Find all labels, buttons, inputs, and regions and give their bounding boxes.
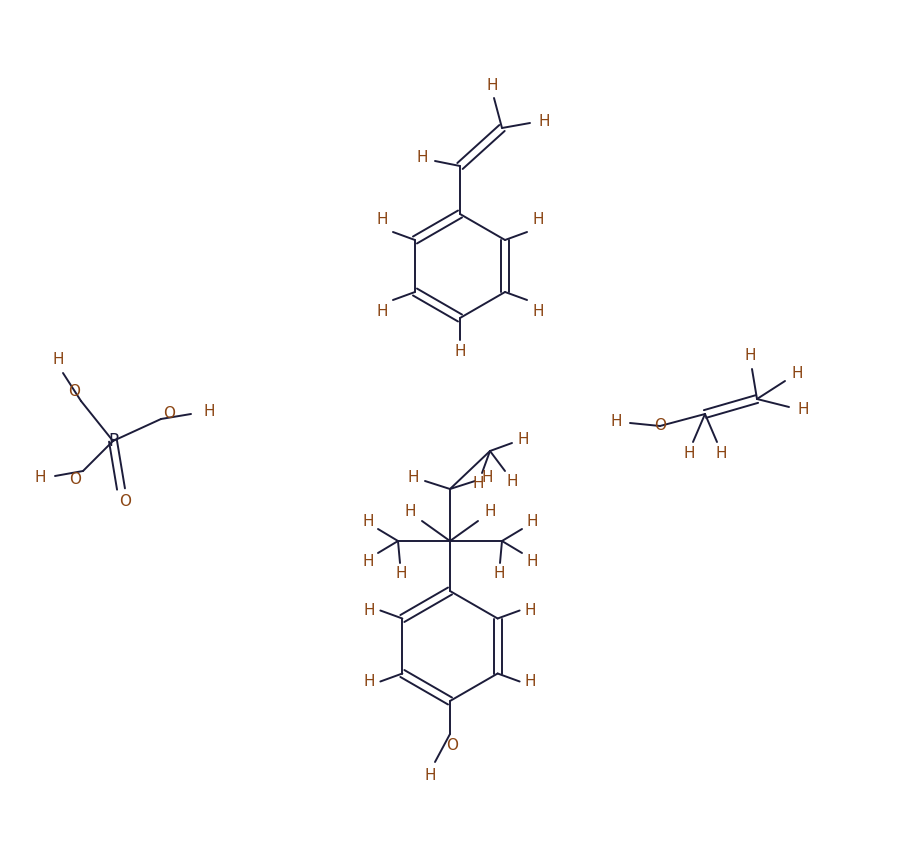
Text: H: H	[525, 603, 537, 618]
Text: H: H	[52, 351, 64, 367]
Text: H: H	[405, 504, 415, 518]
Text: O: O	[163, 406, 175, 422]
Text: H: H	[683, 447, 695, 461]
Text: H: H	[362, 554, 374, 568]
Text: H: H	[362, 513, 374, 529]
Text: H: H	[454, 344, 466, 360]
Text: H: H	[363, 603, 375, 618]
Text: H: H	[791, 367, 803, 381]
Text: H: H	[363, 674, 375, 689]
Text: H: H	[486, 77, 498, 92]
Text: H: H	[539, 114, 550, 128]
Text: H: H	[416, 151, 428, 165]
Text: O: O	[446, 739, 458, 753]
Text: H: H	[481, 469, 493, 485]
Text: O: O	[654, 418, 666, 433]
Text: H: H	[203, 405, 215, 419]
Text: H: H	[517, 431, 529, 447]
Text: H: H	[485, 504, 495, 518]
Text: H: H	[532, 305, 544, 319]
Text: H: H	[526, 554, 538, 568]
Text: H: H	[716, 447, 726, 461]
Text: H: H	[424, 767, 436, 783]
Text: H: H	[34, 470, 46, 486]
Text: H: H	[376, 213, 387, 227]
Text: H: H	[532, 213, 544, 227]
Text: H: H	[472, 476, 484, 492]
Text: H: H	[744, 349, 756, 363]
Text: H: H	[526, 513, 538, 529]
Text: H: H	[376, 305, 387, 319]
Text: H: H	[525, 674, 537, 689]
Text: P: P	[108, 432, 118, 450]
Text: O: O	[119, 494, 131, 510]
Text: O: O	[69, 472, 81, 486]
Text: H: H	[407, 469, 419, 485]
Text: H: H	[494, 567, 504, 581]
Text: O: O	[68, 383, 80, 399]
Text: H: H	[396, 567, 406, 581]
Text: H: H	[506, 474, 518, 490]
Text: H: H	[797, 402, 809, 418]
Text: H: H	[610, 414, 622, 430]
